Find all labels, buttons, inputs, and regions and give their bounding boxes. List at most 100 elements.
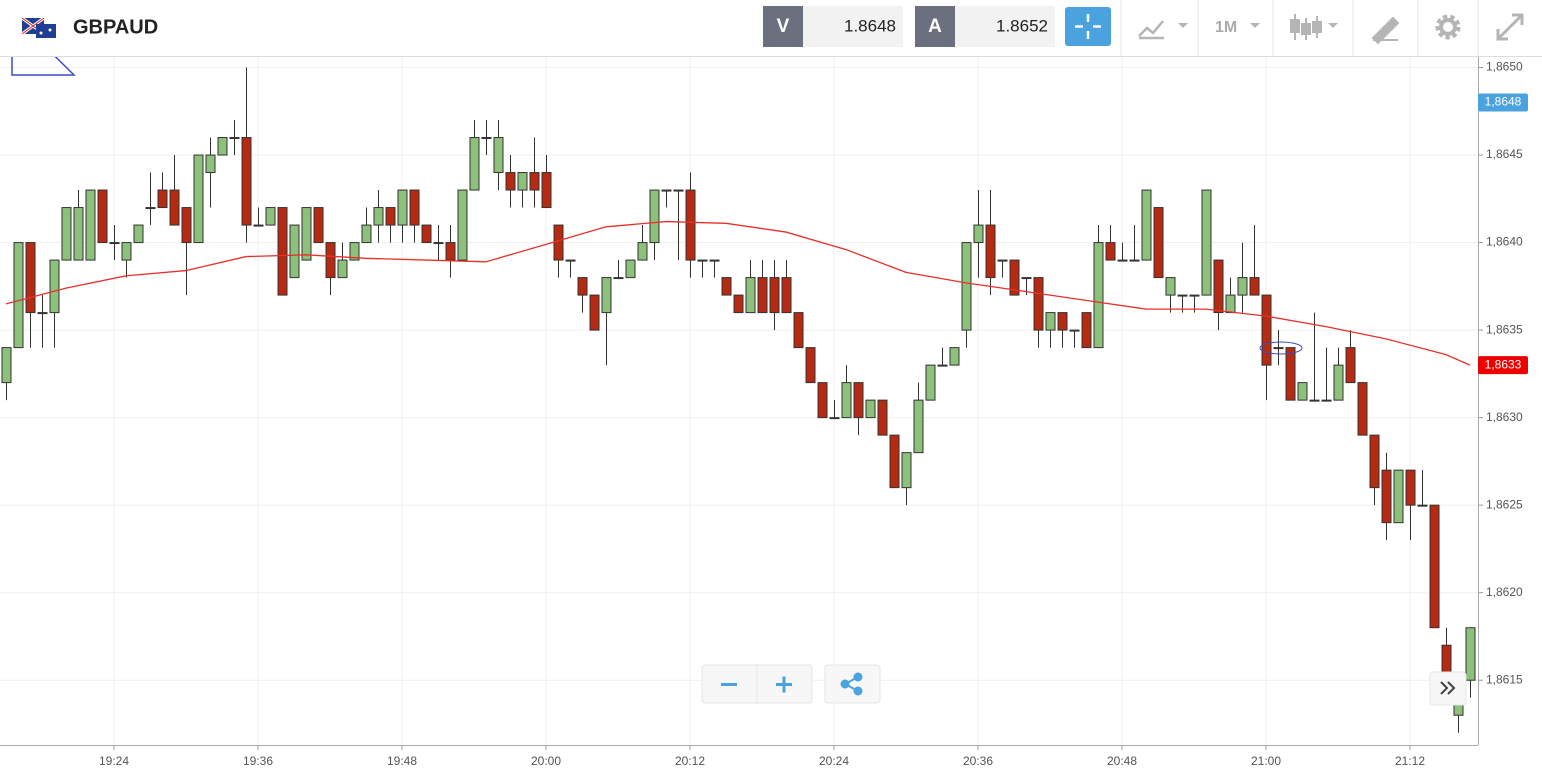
candle-body: [613, 277, 624, 280]
candle-body: [685, 189, 696, 261]
candle-body: [1117, 259, 1128, 262]
candle-body: [1213, 259, 1224, 314]
x-tick-label: 20:48: [1107, 754, 1137, 768]
candle-body: [709, 259, 720, 262]
settings-icon[interactable]: [1435, 14, 1461, 40]
candle-body: [325, 242, 336, 279]
candle-body: [445, 242, 456, 261]
timeframe[interactable]: 1M: [1215, 19, 1237, 36]
zoom-out[interactable]: [721, 683, 737, 686]
y-tick-label: 1,8630: [1486, 410, 1523, 424]
price-tag: [1478, 356, 1528, 375]
toolbar: GBPAUD V 1.8648 A 1.8652 1M: [0, 0, 1542, 57]
candle-body: [733, 294, 744, 314]
ask-box[interactable]: [955, 6, 1055, 47]
candle-body: [1045, 312, 1056, 331]
candle-body: [97, 189, 108, 244]
drawn-ellipse[interactable]: [1259, 341, 1303, 355]
candle-body: [913, 399, 924, 454]
fullscreen-icon[interactable]: [1496, 13, 1524, 41]
dropdown-arrow: [1328, 23, 1338, 28]
bid-box[interactable]: [803, 6, 903, 47]
candle-body: [1009, 259, 1020, 296]
candle-body: [781, 277, 792, 314]
draw-icon[interactable]: [1371, 16, 1400, 45]
x-tick-label: 19:36: [243, 754, 273, 768]
candle-body: [157, 189, 168, 209]
candle-body: [25, 242, 36, 314]
candle-body: [817, 382, 828, 419]
candle-body: [505, 172, 516, 191]
candle-body: [877, 399, 888, 436]
candle-body: [637, 242, 648, 261]
x-tick-label: 21:12: [1395, 754, 1425, 768]
candle-body: [853, 382, 864, 419]
share-icon: [840, 672, 863, 696]
scroll-right[interactable]: [1429, 671, 1467, 706]
zoom-in[interactable]: [776, 676, 792, 693]
y-tick-label: 1,8625: [1486, 497, 1523, 511]
moving-average: [5, 220, 1471, 366]
x-tick-label: 20:36: [963, 754, 993, 768]
dropdown-arrow: [1250, 23, 1260, 28]
candle-body: [1381, 469, 1392, 524]
candle-body: [217, 137, 228, 156]
candle-body: [337, 259, 348, 279]
symbol: GBPAUD: [73, 16, 158, 38]
crosshair-button[interactable]: [1065, 7, 1111, 46]
candle-body: [601, 277, 612, 314]
candle-body: [181, 207, 192, 244]
candle-body: [361, 224, 372, 244]
candle-body: [1393, 469, 1404, 524]
candle-body: [133, 224, 144, 244]
x-tick-label: 19:24: [99, 754, 129, 768]
candle-body: [1225, 294, 1236, 314]
separators: [1120, 0, 1479, 56]
candle-body: [925, 364, 936, 401]
candle-body: [121, 242, 132, 261]
x-tick-label: 21:00: [1251, 754, 1281, 768]
y-tick-label: 1,8650: [1486, 60, 1523, 74]
candle-body: [649, 189, 660, 244]
candle-body: [241, 137, 252, 226]
candle-body: [205, 154, 216, 174]
candle-body: [457, 189, 468, 261]
candle-body: [109, 242, 120, 245]
candle-body: [889, 434, 900, 489]
candle-body: [805, 347, 816, 384]
candle-body: [301, 207, 312, 261]
candle-body: [1057, 312, 1068, 331]
candle-body: [961, 242, 972, 331]
x-tick-label: 20:12: [675, 754, 705, 768]
candle-body: [421, 224, 432, 244]
candle-body: [1249, 277, 1260, 296]
candle-body: [1165, 277, 1176, 296]
candle-body: [1093, 242, 1104, 349]
candle-body: [1321, 399, 1332, 402]
candle-body: [1465, 627, 1476, 681]
flag-icon: [21, 16, 56, 38]
price-tag-label: 1,8633: [1485, 357, 1522, 371]
candle-body: [1021, 277, 1032, 280]
candle-body: [1141, 189, 1152, 261]
price-tag: [1478, 93, 1528, 112]
candle-body: [553, 224, 564, 261]
candle-body: [289, 224, 300, 279]
candle-body: [1069, 329, 1080, 332]
candle-body: [73, 207, 84, 261]
ask-price: 1.8652: [996, 16, 1048, 35]
candle-body: [769, 277, 780, 314]
candle-body: [541, 172, 552, 209]
chart-type-icon[interactable]: [1138, 20, 1164, 40]
candle-body: [529, 172, 540, 191]
share-box[interactable]: [824, 664, 881, 704]
candle-body: [1081, 312, 1092, 349]
candle-body: [1405, 469, 1416, 506]
candles-icon[interactable]: [1290, 14, 1322, 40]
candle-body: [1201, 189, 1212, 296]
candle-body: [373, 207, 384, 226]
y-tick-label: 1,8640: [1486, 235, 1523, 249]
bid-label-box: [763, 6, 803, 47]
candle-body: [673, 189, 684, 192]
